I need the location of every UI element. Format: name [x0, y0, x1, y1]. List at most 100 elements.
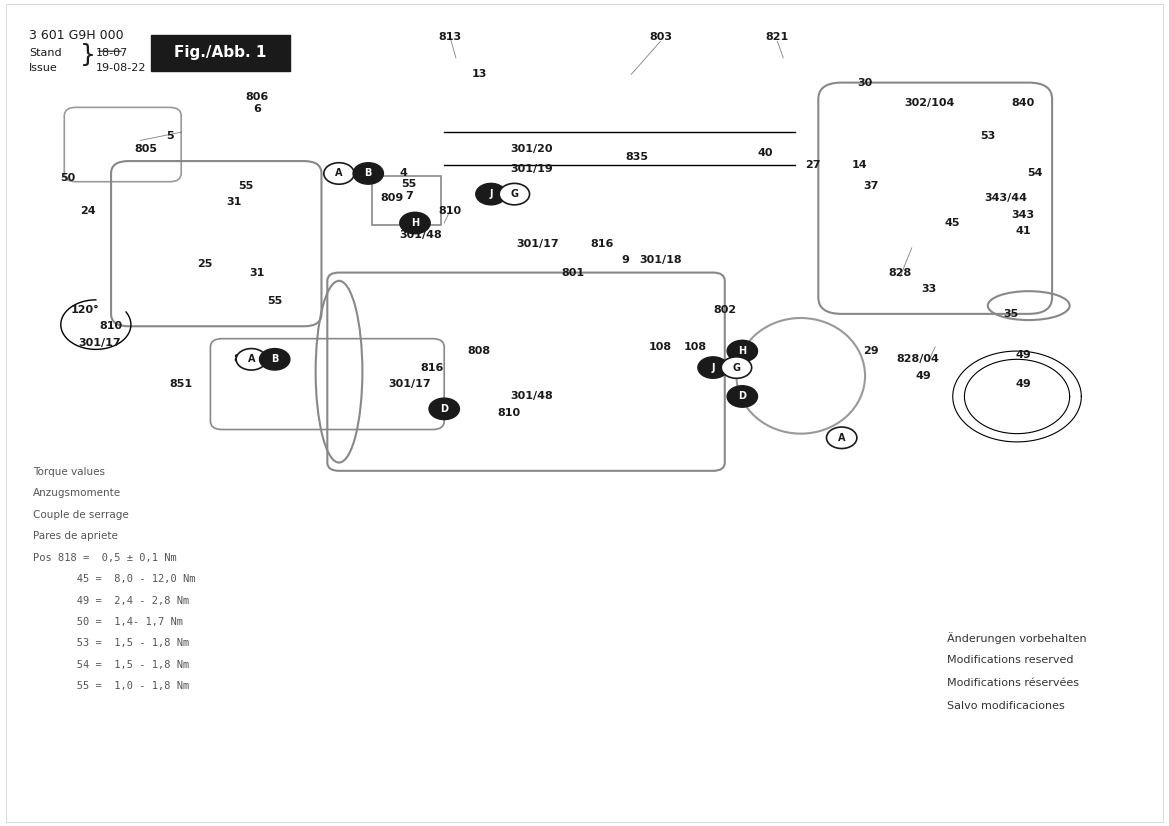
Text: 840: 840 — [1011, 98, 1035, 108]
Text: 54: 54 — [1026, 169, 1043, 178]
Text: 851: 851 — [170, 379, 193, 389]
Text: 821: 821 — [766, 32, 789, 42]
Text: 45: 45 — [945, 218, 961, 228]
Text: B: B — [271, 354, 278, 364]
Text: 803: 803 — [649, 32, 672, 42]
Text: 45 =  8,0 - 12,0 Nm: 45 = 8,0 - 12,0 Nm — [33, 574, 195, 584]
Text: 41: 41 — [1015, 226, 1031, 236]
Text: 108: 108 — [684, 342, 707, 352]
Text: 301/48: 301/48 — [400, 230, 442, 240]
Text: 37: 37 — [863, 181, 879, 191]
Text: 120°: 120° — [71, 305, 99, 315]
Text: J: J — [712, 363, 714, 373]
Text: 301/48: 301/48 — [511, 392, 553, 401]
Text: 802: 802 — [713, 305, 736, 315]
Text: 801: 801 — [561, 268, 584, 278]
Text: 25: 25 — [196, 259, 213, 269]
Circle shape — [499, 183, 530, 205]
Text: 55: 55 — [237, 181, 254, 191]
Text: 33: 33 — [921, 284, 938, 294]
Text: 50 =  1,4- 1,7 Nm: 50 = 1,4- 1,7 Nm — [33, 617, 182, 627]
Text: Modifications réservées: Modifications réservées — [947, 678, 1079, 688]
Text: 810: 810 — [497, 408, 520, 418]
Text: Pares de apriete: Pares de apriete — [33, 531, 118, 541]
Text: H: H — [411, 218, 419, 228]
Text: 818: 818 — [234, 354, 257, 364]
Text: 302/104: 302/104 — [904, 98, 955, 108]
Text: 835: 835 — [625, 152, 649, 162]
Text: A: A — [248, 354, 255, 364]
Text: G: G — [733, 363, 740, 373]
Text: 343/44: 343/44 — [984, 193, 1026, 203]
Text: Pos 818 =  0,5 ± 0,1 Nm: Pos 818 = 0,5 ± 0,1 Nm — [33, 553, 177, 563]
Text: 4: 4 — [400, 169, 407, 178]
Text: A: A — [838, 433, 845, 443]
Text: Issue: Issue — [29, 63, 58, 73]
Circle shape — [236, 349, 267, 370]
Text: 343: 343 — [1011, 210, 1035, 220]
Text: 29: 29 — [863, 346, 879, 356]
Text: 49: 49 — [1015, 350, 1031, 360]
Text: 19-08-22: 19-08-22 — [96, 63, 146, 73]
Text: 809: 809 — [380, 193, 403, 203]
Text: 301/17: 301/17 — [78, 338, 120, 348]
FancyBboxPatch shape — [151, 35, 290, 71]
Text: 9: 9 — [622, 255, 629, 265]
Text: }: } — [79, 42, 96, 67]
Text: D: D — [739, 392, 746, 401]
Text: 828/04: 828/04 — [897, 354, 939, 364]
Text: 301/20: 301/20 — [511, 144, 553, 154]
Circle shape — [260, 349, 290, 370]
Text: J: J — [490, 189, 492, 199]
Text: 53 =  1,5 - 1,8 Nm: 53 = 1,5 - 1,8 Nm — [33, 638, 189, 648]
Text: 806
6: 806 6 — [245, 93, 269, 114]
Text: 5: 5 — [166, 131, 173, 141]
Text: Modifications reserved: Modifications reserved — [947, 655, 1073, 665]
Text: Couple de serrage: Couple de serrage — [33, 510, 129, 520]
Text: 55: 55 — [267, 297, 283, 306]
Text: Torque values: Torque values — [33, 467, 105, 477]
Circle shape — [400, 212, 430, 234]
Circle shape — [429, 398, 459, 420]
Circle shape — [727, 340, 758, 362]
Circle shape — [721, 357, 752, 378]
Text: 55 =  1,0 - 1,8 Nm: 55 = 1,0 - 1,8 Nm — [33, 681, 189, 691]
Text: 18-07: 18-07 — [96, 48, 129, 58]
Text: Anzugsmomente: Anzugsmomente — [33, 488, 120, 498]
Text: 31: 31 — [226, 197, 242, 207]
Text: 813: 813 — [438, 32, 462, 42]
Circle shape — [324, 163, 354, 184]
Text: Stand: Stand — [29, 48, 62, 58]
Circle shape — [727, 386, 758, 407]
Text: A: A — [336, 169, 343, 178]
Text: 301/19: 301/19 — [511, 164, 553, 174]
Text: Salvo modificaciones: Salvo modificaciones — [947, 701, 1065, 711]
Circle shape — [476, 183, 506, 205]
Text: 816: 816 — [421, 363, 444, 373]
Text: 49: 49 — [1015, 379, 1031, 389]
Text: 14: 14 — [851, 160, 867, 170]
Text: 810: 810 — [99, 321, 123, 331]
Text: G: G — [511, 189, 518, 199]
Text: 3 601 G9H 000: 3 601 G9H 000 — [29, 29, 124, 42]
Text: 54 =  1,5 - 1,8 Nm: 54 = 1,5 - 1,8 Nm — [33, 660, 189, 670]
Text: 27: 27 — [804, 160, 821, 170]
Text: 808: 808 — [468, 346, 491, 356]
Text: 30: 30 — [857, 78, 873, 88]
Text: 53: 53 — [980, 131, 996, 141]
Circle shape — [826, 427, 857, 449]
Text: 108: 108 — [649, 342, 672, 352]
Text: 816: 816 — [590, 239, 614, 249]
Text: 301/17: 301/17 — [517, 239, 559, 249]
Text: 40: 40 — [758, 148, 774, 158]
Circle shape — [353, 163, 383, 184]
Text: 49: 49 — [915, 371, 932, 381]
Text: 55
7: 55 7 — [401, 179, 417, 201]
Text: 810: 810 — [438, 206, 462, 216]
Text: B: B — [365, 169, 372, 178]
Text: 35: 35 — [1003, 309, 1019, 319]
Text: 805: 805 — [134, 144, 158, 154]
Text: 24: 24 — [79, 206, 96, 216]
Text: Fig./Abb. 1: Fig./Abb. 1 — [173, 45, 267, 60]
Text: D: D — [441, 404, 448, 414]
